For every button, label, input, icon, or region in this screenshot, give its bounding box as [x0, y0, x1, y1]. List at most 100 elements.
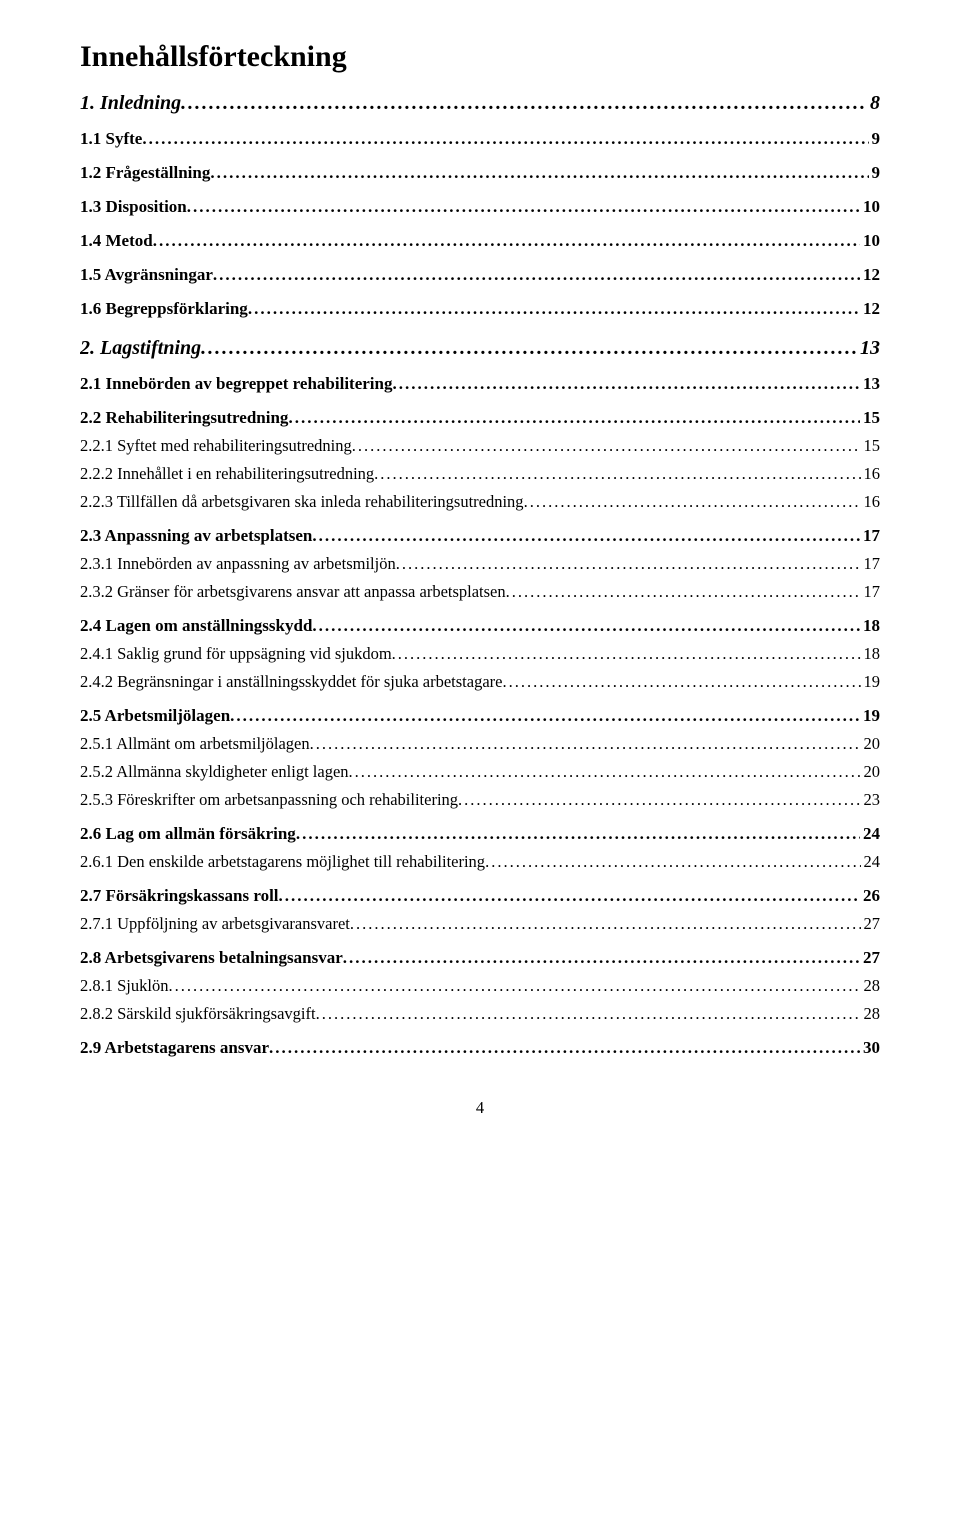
toc-entry-page: 17	[861, 582, 881, 602]
toc-entry: 2.1 Innebörden av begreppet rehabiliteri…	[80, 374, 880, 394]
toc-leader-dots: ........................................…	[269, 1038, 860, 1058]
toc-entry-label: 2.4.1 Saklig grund för uppsägning vid sj…	[80, 644, 392, 664]
toc-entry: 2.7.1 Uppföljning av arbetsgivaransvaret…	[80, 914, 880, 934]
toc-entry-page: 30	[860, 1038, 880, 1058]
toc-entry-page: 12	[860, 299, 880, 319]
toc-leader-dots: ........................................…	[230, 706, 860, 726]
toc-entry-page: 15	[860, 408, 880, 428]
toc-entry: 2.2 Rehabiliteringsutredning............…	[80, 408, 880, 428]
toc-entry-page: 24	[861, 852, 881, 872]
toc-entry: 2. Lagstiftning.........................…	[80, 337, 880, 360]
toc-entry: 2.5 Arbetsmiljölagen....................…	[80, 706, 880, 726]
toc-entry-label: 2.7 Försäkringskassans roll	[80, 886, 279, 906]
toc-entry-page: 13	[857, 337, 880, 360]
toc-entry: 2.8.2 Särskild sjukförsäkringsavgift....…	[80, 1004, 880, 1024]
toc-entry-label: 2.6 Lag om allmän försäkring	[80, 824, 296, 844]
toc-leader-dots: ........................................…	[168, 976, 860, 996]
toc-entry-page: 15	[861, 436, 881, 456]
toc-entry-label: 1.4 Metod	[80, 231, 153, 251]
toc-leader-dots: ........................................…	[279, 886, 860, 906]
toc-entry-page: 27	[860, 948, 880, 968]
toc-leader-dots: ........................................…	[349, 762, 861, 782]
toc-entry-page: 12	[860, 265, 880, 285]
toc-leader-dots: ........................................…	[352, 436, 861, 456]
toc-entry-label: 1.3 Disposition	[80, 197, 187, 217]
toc-entry: 2.2.3 Tillfällen då arbetsgivaren ska in…	[80, 492, 880, 512]
toc-entry: 2.6.1 Den enskilde arbetstagarens möjlig…	[80, 852, 880, 872]
toc-leader-dots: ........................................…	[142, 129, 868, 149]
toc-entry-page: 8	[867, 92, 880, 115]
toc-entry-label: 2. Lagstiftning	[80, 337, 201, 360]
toc-entry: 2.2.1 Syftet med rehabiliteringsutrednin…	[80, 436, 880, 456]
toc-entry-page: 9	[869, 163, 881, 183]
toc-entry-label: 2.5.3 Föreskrifter om arbetsanpassning o…	[80, 790, 458, 810]
toc-leader-dots: ........................................…	[458, 790, 860, 810]
toc-leader-dots: ........................................…	[201, 337, 857, 360]
toc-entry-label: 2.2.2 Innehållet i en rehabiliteringsutr…	[80, 464, 374, 484]
toc-entry: 1.6 Begreppsförklaring..................…	[80, 299, 880, 319]
toc-entry-label: 2.8.2 Särskild sjukförsäkringsavgift	[80, 1004, 316, 1024]
toc-leader-dots: ........................................…	[210, 163, 868, 183]
toc-leader-dots: ........................................…	[181, 92, 867, 115]
toc-entry-label: 2.5.2 Allmänna skyldigheter enligt lagen	[80, 762, 349, 782]
toc-entry-page: 27	[861, 914, 881, 934]
toc-entry-page: 20	[861, 762, 881, 782]
toc-entry: 2.4.1 Saklig grund för uppsägning vid sj…	[80, 644, 880, 664]
toc-entry-label: 1. Inledning	[80, 92, 181, 115]
toc-entry: 2.8 Arbetsgivarens betalningsansvar.....…	[80, 948, 880, 968]
toc-leader-dots: ........................................…	[312, 616, 860, 636]
toc-entry-page: 20	[861, 734, 881, 754]
toc-entry: 2.5.3 Föreskrifter om arbetsanpassning o…	[80, 790, 880, 810]
toc-entry-page: 10	[860, 197, 880, 217]
toc-entry: 2.7 Försäkringskassans roll.............…	[80, 886, 880, 906]
toc-title: Innehållsförteckning	[80, 40, 880, 74]
toc-entry: 2.8.1 Sjuklön...........................…	[80, 976, 880, 996]
toc-entry-page: 28	[861, 1004, 881, 1024]
toc-entry-label: 2.2.1 Syftet med rehabiliteringsutrednin…	[80, 436, 352, 456]
toc-entry-label: 2.1 Innebörden av begreppet rehabiliteri…	[80, 374, 392, 394]
toc-leader-dots: ........................................…	[187, 197, 860, 217]
toc-entry: 2.3.1 Innebörden av anpassning av arbets…	[80, 554, 880, 574]
toc-entry-label: 1.6 Begreppsförklaring	[80, 299, 248, 319]
toc-entry-page: 28	[861, 976, 881, 996]
toc-leader-dots: ........................................…	[392, 374, 860, 394]
toc-entry-page: 16	[861, 464, 881, 484]
toc-entry-label: 2.5.1 Allmänt om arbetsmiljölagen	[80, 734, 310, 754]
page-number: 4	[80, 1098, 880, 1118]
toc-leader-dots: ........................................…	[396, 554, 861, 574]
toc-entry: 1. Inledning............................…	[80, 92, 880, 115]
toc-entry-page: 10	[860, 231, 880, 251]
toc-entry: 2.6 Lag om allmän försäkring............…	[80, 824, 880, 844]
toc-leader-dots: ........................................…	[350, 914, 861, 934]
toc-entry-label: 2.9 Arbetstagarens ansvar	[80, 1038, 269, 1058]
toc-leader-dots: ........................................…	[288, 408, 860, 428]
toc-entry-page: 16	[861, 492, 881, 512]
toc-container: 1. Inledning............................…	[80, 92, 880, 1058]
toc-entry: 2.4.2 Begränsningar i anställningsskydde…	[80, 672, 880, 692]
toc-entry-page: 19	[861, 672, 881, 692]
toc-entry-label: 2.4.2 Begränsningar i anställningsskydde…	[80, 672, 502, 692]
toc-entry: 1.3 Disposition.........................…	[80, 197, 880, 217]
toc-entry-label: 2.4 Lagen om anställningsskydd	[80, 616, 312, 636]
toc-entry-label: 2.3.2 Gränser för arbetsgivarens ansvar …	[80, 582, 506, 602]
toc-entry-label: 2.2 Rehabiliteringsutredning	[80, 408, 288, 428]
toc-entry: 2.5.1 Allmänt om arbetsmiljölagen.......…	[80, 734, 880, 754]
toc-entry: 2.2.2 Innehållet i en rehabiliteringsutr…	[80, 464, 880, 484]
toc-entry: 2.3.2 Gränser för arbetsgivarens ansvar …	[80, 582, 880, 602]
toc-entry: 2.3 Anpassning av arbetsplatsen.........…	[80, 526, 880, 546]
toc-entry-label: 2.3 Anpassning av arbetsplatsen	[80, 526, 312, 546]
toc-entry-page: 26	[860, 886, 880, 906]
toc-entry-page: 17	[860, 526, 880, 546]
toc-leader-dots: ........................................…	[343, 948, 860, 968]
toc-entry-label: 2.5 Arbetsmiljölagen	[80, 706, 230, 726]
toc-leader-dots: ........................................…	[485, 852, 860, 872]
toc-entry-page: 23	[861, 790, 881, 810]
toc-entry-label: 2.6.1 Den enskilde arbetstagarens möjlig…	[80, 852, 485, 872]
toc-entry-label: 2.8 Arbetsgivarens betalningsansvar	[80, 948, 343, 968]
toc-entry: 1.2 Frågeställning......................…	[80, 163, 880, 183]
toc-entry-label: 2.2.3 Tillfällen då arbetsgivaren ska in…	[80, 492, 524, 512]
toc-entry-label: 2.3.1 Innebörden av anpassning av arbets…	[80, 554, 396, 574]
toc-entry: 1.1 Syfte...............................…	[80, 129, 880, 149]
toc-entry: 1.4 Metod...............................…	[80, 231, 880, 251]
toc-entry-page: 18	[860, 616, 880, 636]
